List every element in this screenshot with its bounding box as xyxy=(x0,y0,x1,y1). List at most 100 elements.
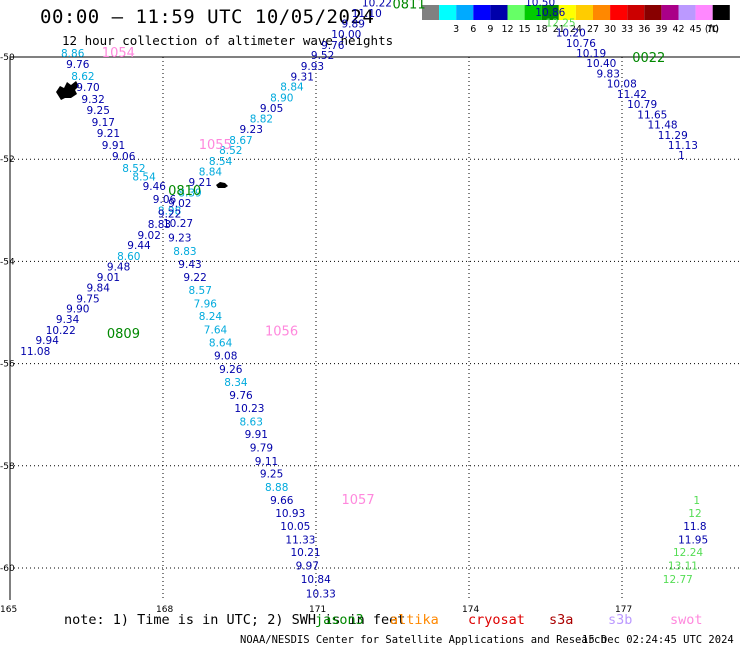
pass-time-label: 1056 xyxy=(265,324,298,339)
wave-height-value: 11.29 xyxy=(658,130,688,142)
wave-height-value: 9.06 xyxy=(153,194,177,206)
colorbar-tick-label: 9 xyxy=(487,24,493,35)
wave-height-value: 8.63 xyxy=(240,416,263,428)
colorbar-swatch xyxy=(456,5,474,20)
wave-height-value: 9.83 xyxy=(597,68,620,80)
wave-height-value: 8.86 xyxy=(61,48,85,60)
colorbar-tick-label: 3 xyxy=(453,24,459,35)
lon-tick-label: 165 xyxy=(0,605,17,615)
satellite-cryosat: cryosat xyxy=(468,612,525,628)
colorbar-swatch xyxy=(593,5,611,20)
wave-height-value: 8.54 xyxy=(132,172,156,184)
colorbar-tick-label: 6 xyxy=(470,24,476,35)
pass-time-label: 1055 xyxy=(199,138,232,153)
colorbar-tick-label: 18 xyxy=(536,24,548,35)
island-auckland xyxy=(56,81,79,100)
wave-height-value: 10.08 xyxy=(607,79,637,91)
wave-height-value: 10.50 xyxy=(525,0,555,9)
colorbar-tick-label: 24 xyxy=(570,24,582,35)
wave-height-value: 9.46 xyxy=(143,181,167,193)
wave-height-value: 10.00 xyxy=(331,29,361,41)
wave-height-value: 8.57 xyxy=(189,285,212,297)
colorbar-tick-label: 42 xyxy=(672,24,684,35)
pass-time-label: 1054 xyxy=(102,46,135,61)
wave-height-value: 9.44 xyxy=(127,240,151,252)
wave-height-value: 9.17 xyxy=(92,117,115,129)
lat-tick-label: -60 xyxy=(0,564,15,574)
pass-time-label: 1057 xyxy=(342,493,375,508)
colorbar-swatch xyxy=(610,5,628,20)
wave-height-value: 9.93 xyxy=(301,61,324,73)
wave-height-value: 8.83 xyxy=(173,246,196,258)
wave-height-value: 8.24 xyxy=(199,311,223,323)
wave-height-value: 9.79 xyxy=(250,442,273,454)
wave-height-value: 8.52 xyxy=(219,145,242,157)
wave-height-value: 10.33 xyxy=(306,589,336,601)
wave-height-value: 8.67 xyxy=(229,135,252,147)
footer-note: note: 1) Time is in UTC; 2) SWH is in fe… xyxy=(64,612,406,628)
wave-height-value: 9.75 xyxy=(76,293,99,305)
wave-height-value: 9.05 xyxy=(260,103,283,115)
colorbar-swatch xyxy=(507,5,525,20)
colorbar-swatch xyxy=(490,5,508,20)
lat-tick-label: -52 xyxy=(0,155,15,165)
wave-height-value: 12.25 xyxy=(546,17,576,29)
wave-height-value: 11.65 xyxy=(637,109,667,121)
wave-height-value: 9.11 xyxy=(255,456,278,468)
wave-height-value: 8.84 xyxy=(199,167,223,179)
island-campbell xyxy=(216,182,228,188)
wave-height-value: 9.90 xyxy=(66,304,89,316)
wave-height-value: 7.96 xyxy=(194,298,218,310)
colorbar-swatch xyxy=(473,5,491,20)
wave-height-value: 10.20 xyxy=(556,28,586,40)
satellite-altika: altika xyxy=(390,612,439,628)
pass-time-label: 0812 xyxy=(403,0,436,1)
pass-time-label: 0809 xyxy=(107,327,140,342)
colorbar-swatch xyxy=(575,5,593,20)
wave-height-value: 8.52 xyxy=(122,163,145,175)
wave-height-value: 8.82 xyxy=(250,113,273,125)
satellite-jason3: jason3 xyxy=(315,612,364,628)
colorbar-tick-label: 70 xyxy=(707,24,719,35)
pass-time-label: 0810 xyxy=(168,184,201,199)
wave-height-value: 9.26 xyxy=(219,364,243,376)
colorbar-swatch xyxy=(541,5,559,20)
satellite-s3a: s3a xyxy=(549,612,574,628)
wave-height-value: 10.86 xyxy=(535,7,565,19)
wave-height-value: 9.84 xyxy=(87,283,111,295)
generated-timestamp: 15 Dec 02:24:45 UTC 2024 xyxy=(582,634,734,646)
wave-height-value: 8.88 xyxy=(265,482,288,494)
lon-tick-label: 168 xyxy=(156,605,173,615)
colorbar-swatch xyxy=(695,5,713,20)
wave-height-value: 11.8 xyxy=(683,521,706,533)
wave-height-value: 9.22 xyxy=(183,272,206,284)
wave-height-value: 10.93 xyxy=(275,508,305,520)
pass-time-label: 0022 xyxy=(632,51,665,66)
wave-height-value: 10.79 xyxy=(627,99,657,111)
colorbar-tick-label: 15 xyxy=(519,24,531,35)
wave-height-value: 12 xyxy=(688,508,701,520)
wave-height-value: 9.02 xyxy=(138,230,161,242)
wave-height-value: 11.42 xyxy=(617,89,647,101)
wave-height-value: 12.24 xyxy=(673,547,703,559)
wave-height-value: 10.76 xyxy=(566,38,596,50)
wave-height-value: 9.22 xyxy=(158,208,181,220)
wave-height-value: 11.10 xyxy=(352,8,382,20)
wave-height-value: 8.98 xyxy=(158,205,181,217)
wave-height-value: 9.91 xyxy=(102,140,125,152)
wave-height-value: 9.70 xyxy=(76,82,99,94)
wave-height-value: 9.52 xyxy=(311,50,334,62)
colorbar-tick-label: 12 xyxy=(501,24,513,35)
wave-height-value: 11.33 xyxy=(285,534,315,546)
wave-height-value: 9.34 xyxy=(56,314,80,326)
wave-height-value: 10.40 xyxy=(586,58,616,70)
colorbar-swatch xyxy=(524,5,542,20)
satellite-s3b: s3b xyxy=(608,612,633,628)
wave-height-value: 10.22 xyxy=(46,325,76,337)
wave-height-value: 11.13 xyxy=(668,140,698,152)
colorbar-swatch xyxy=(678,5,696,20)
wave-height-value: 9.23 xyxy=(240,124,263,136)
wave-height-value: 9.02 xyxy=(168,198,191,210)
wave-height-value: 8.39 xyxy=(178,188,201,200)
